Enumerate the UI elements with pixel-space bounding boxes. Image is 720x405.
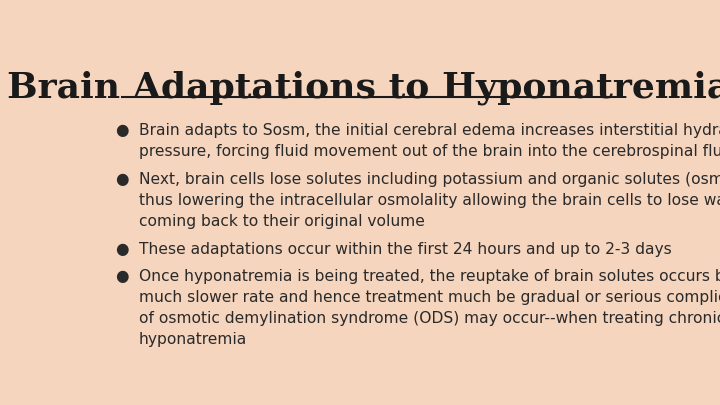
Text: ●: ●	[116, 242, 129, 257]
Text: of osmotic demylination syndrome (ODS) may occur--when treating chronic: of osmotic demylination syndrome (ODS) m…	[139, 311, 720, 326]
Text: ●: ●	[116, 172, 129, 187]
Text: Once hyponatremia is being treated, the reuptake of brain solutes occurs but at : Once hyponatremia is being treated, the …	[139, 269, 720, 284]
Text: Brain Adaptations to Hyponatremia: Brain Adaptations to Hyponatremia	[7, 70, 720, 105]
Text: much slower rate and hence treatment much be gradual or serious complications: much slower rate and hence treatment muc…	[139, 290, 720, 305]
Text: coming back to their original volume: coming back to their original volume	[139, 214, 425, 229]
Text: Next, brain cells lose solutes including potassium and organic solutes (osmolyte: Next, brain cells lose solutes including…	[139, 172, 720, 187]
Text: hyponatremia: hyponatremia	[139, 332, 248, 347]
Text: ●: ●	[116, 124, 129, 139]
Text: thus lowering the intracellular osmolality allowing the brain cells to lose wate: thus lowering the intracellular osmolali…	[139, 193, 720, 208]
Text: ●: ●	[116, 269, 129, 284]
Text: pressure, forcing fluid movement out of the brain into the cerebrospinal fluid: pressure, forcing fluid movement out of …	[139, 144, 720, 159]
Text: These adaptations occur within the first 24 hours and up to 2-3 days: These adaptations occur within the first…	[139, 242, 672, 257]
Text: Brain adapts to Sosm, the initial cerebral edema increases interstitial hydrauli: Brain adapts to Sosm, the initial cerebr…	[139, 124, 720, 139]
